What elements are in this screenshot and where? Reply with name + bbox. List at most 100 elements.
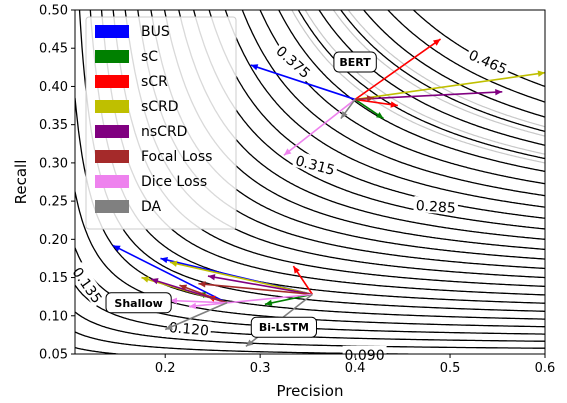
arrow-head — [141, 276, 150, 283]
y-tick-label: 0.35 — [39, 118, 68, 133]
black-contour-21 — [259, 10, 545, 185]
contour-label-bg — [465, 44, 512, 78]
arrow-scrd — [169, 261, 313, 296]
legend: BUS sC sCR sCRD nsCRD Focal Loss Dice Loss DA — [85, 16, 237, 230]
legend-label: BUS — [141, 24, 170, 40]
group-label-bi-lstm: Bi-LSTM — [259, 321, 309, 334]
arrow-head — [165, 323, 173, 330]
x-axis: 0.2 0.3 0.4 0.5 0.6 — [155, 354, 555, 376]
legend-box — [85, 16, 237, 230]
arrow-head — [245, 339, 254, 347]
black-contour-27 — [387, 10, 545, 103]
legend-label: nsCRD — [141, 124, 187, 140]
arrow-head — [169, 297, 178, 304]
y-tick-label: 0.45 — [39, 42, 68, 57]
legend-swatch — [95, 175, 129, 188]
group-label-bert: BERT — [339, 56, 371, 69]
arrow-sc — [264, 293, 313, 306]
plot-frame — [74, 9, 546, 355]
legend-swatch — [95, 125, 129, 138]
arrow-head — [198, 281, 206, 288]
black-contour-3 — [75, 311, 545, 349]
y-tick-label: 0.15 — [39, 271, 68, 286]
arrow-bus — [112, 244, 228, 304]
contour-label-bg — [292, 150, 339, 178]
y-tick-label: 0.10 — [39, 309, 68, 324]
legend-swatch — [95, 100, 129, 113]
x-tick-label: 0.6 — [535, 361, 556, 376]
arrow-head — [179, 284, 188, 291]
arrow-head — [283, 148, 292, 156]
arrow-head — [432, 39, 441, 46]
group-label-box — [250, 316, 317, 338]
y-tick-label: 0.30 — [39, 156, 68, 171]
arrow-head — [293, 266, 300, 274]
legend-label: Dice Loss — [141, 174, 207, 190]
arrow-focal-loss — [198, 282, 313, 296]
arrow-head — [366, 95, 375, 102]
arrow-head — [112, 245, 121, 252]
arrow-head — [160, 256, 169, 264]
black-contour-25 — [340, 10, 545, 133]
arrow-dice-loss — [169, 299, 227, 304]
arrow-series — [112, 38, 545, 347]
arrow-head — [264, 299, 273, 307]
arrow-scr — [354, 38, 442, 101]
black-contour-24 — [318, 10, 545, 146]
grey-contour-3 — [332, 10, 545, 137]
black-contour-8 — [78, 10, 545, 312]
arrow-nscrd — [207, 275, 313, 296]
arrow-dice-loss — [283, 98, 356, 156]
y-axis-title: Recall — [12, 160, 30, 205]
arrow-nscrd — [355, 90, 503, 101]
group-label-box — [105, 292, 172, 314]
y-tick-label: 0.50 — [39, 4, 68, 19]
arrow-head — [188, 302, 197, 310]
black-contour-2 — [75, 331, 482, 354]
contour-label: 0.120 — [168, 320, 209, 339]
group-label-box — [333, 51, 377, 73]
contour-label-bg — [272, 40, 316, 82]
arrow-scrd — [354, 71, 545, 101]
arrow-head — [207, 274, 216, 281]
arrow-head — [495, 88, 503, 96]
arrow-head — [375, 111, 384, 119]
contour-label-bg — [413, 195, 459, 215]
x-axis-title: Precision — [277, 382, 344, 400]
legend-label: sC — [141, 49, 158, 65]
contour-label: 0.090 — [345, 348, 385, 364]
y-axis: 0.05 0.10 0.15 0.20 0.25 0.30 0.35 0.40 0.45 0.50 — [39, 4, 75, 363]
x-tick-label: 0.5 — [440, 361, 461, 376]
legend-swatch — [95, 75, 129, 88]
legend-swatch — [95, 150, 129, 163]
x-tick-label: 0.3 — [250, 361, 271, 376]
arrow-head — [169, 260, 178, 267]
contour-label: 0.285 — [415, 198, 456, 217]
group-labels: BERT Bi-LSTM Shallow — [105, 51, 377, 338]
grey-contour-4 — [347, 10, 545, 128]
arrow-dice-loss — [188, 293, 313, 308]
legend-swatch — [95, 25, 129, 38]
arrow-head — [250, 64, 259, 71]
arrow-head — [537, 70, 545, 77]
group-label-shallow: Shallow — [114, 297, 162, 310]
black-contour-9 — [89, 10, 545, 304]
y-tick-label: 0.05 — [39, 348, 68, 363]
legend-label: sCRD — [141, 99, 179, 115]
black-contour-26 — [362, 10, 545, 118]
black-contour-22 — [278, 10, 545, 173]
arrow-head — [150, 278, 159, 285]
x-tick-label: 0.4 — [345, 361, 366, 376]
arrow-head — [390, 101, 398, 108]
legend-swatch — [95, 200, 129, 213]
legend-swatch — [95, 50, 129, 63]
y-tick-label: 0.20 — [39, 233, 68, 248]
arrow-bus — [250, 64, 356, 101]
arrow-head — [340, 111, 348, 119]
contour-label-bg — [166, 317, 212, 338]
grey-contour-1 — [304, 10, 545, 155]
y-tick-label: 0.25 — [39, 195, 68, 210]
legend-label: DA — [141, 199, 162, 215]
contour-label-bg — [68, 262, 108, 308]
